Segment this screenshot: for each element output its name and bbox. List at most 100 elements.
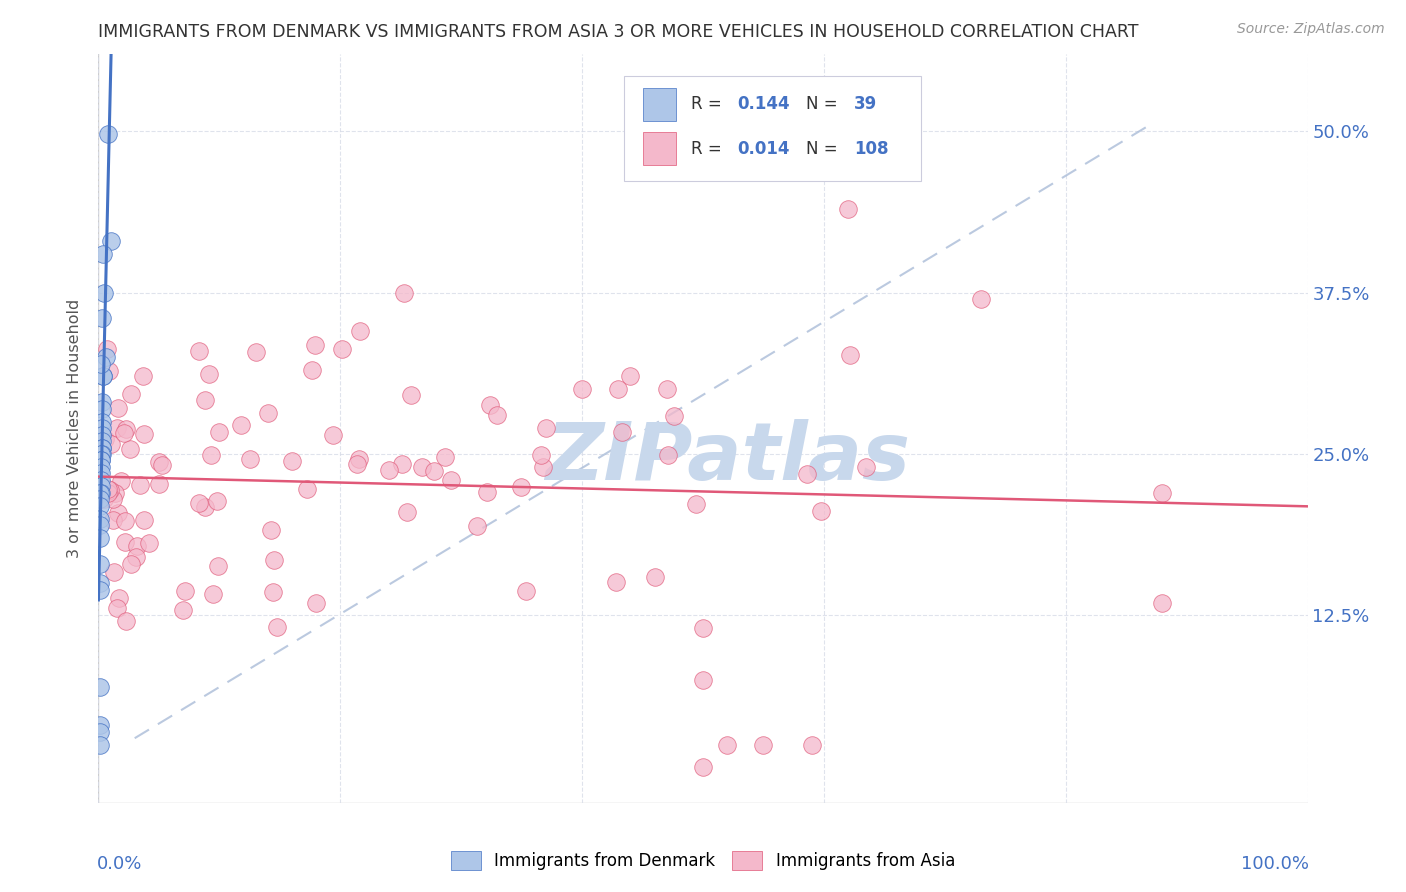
Point (89, 485, 111, 500)
Point (346, 457, 368, 471)
Point (1152, 485, 1174, 500)
Point (330, 343, 353, 357)
Text: ZIPatlas: ZIPatlas (544, 419, 910, 497)
Point (89, 531, 111, 545)
Point (89, 518, 111, 533)
Point (89, 499, 111, 513)
Point (90, 479, 112, 493)
Text: R =: R = (690, 140, 727, 158)
Point (91, 415, 114, 429)
Point (90, 447, 112, 461)
Text: N =: N = (806, 95, 842, 113)
Point (262, 585, 284, 599)
Point (263, 552, 285, 566)
Point (607, 383, 630, 397)
Point (391, 457, 413, 471)
Point (229, 417, 252, 432)
Point (266, 620, 288, 634)
FancyBboxPatch shape (643, 87, 676, 120)
Point (411, 460, 433, 475)
Point (970, 292, 993, 306)
Point (838, 348, 860, 362)
Point (90, 459, 112, 474)
Point (515, 584, 537, 599)
Point (91, 434, 114, 448)
Point (610, 425, 633, 440)
Point (194, 500, 217, 515)
Point (91, 441, 114, 455)
Point (107, 506, 129, 520)
Point (110, 474, 132, 488)
Point (94, 350, 117, 364)
Point (1152, 596, 1174, 610)
Point (91, 401, 114, 416)
Point (295, 482, 318, 496)
Point (304, 338, 326, 352)
Point (91, 246, 114, 260)
Point (118, 442, 141, 456)
Point (201, 587, 224, 601)
Point (200, 448, 222, 462)
Point (198, 367, 221, 381)
Y-axis label: 3 or more Vehicles in Household: 3 or more Vehicles in Household (67, 299, 83, 558)
Point (93, 285, 115, 300)
Point (89, 492, 111, 507)
Point (205, 493, 228, 508)
Point (129, 478, 152, 492)
Point (260, 523, 283, 537)
Point (148, 477, 170, 491)
Point (800, 738, 823, 752)
Point (174, 584, 197, 599)
Point (534, 421, 557, 435)
Point (105, 421, 128, 435)
Point (305, 596, 328, 610)
Point (104, 486, 127, 500)
Point (114, 514, 136, 528)
Point (644, 570, 666, 584)
Point (301, 363, 323, 377)
Point (105, 600, 128, 615)
Point (187, 496, 209, 510)
Point (194, 392, 217, 407)
Point (89, 576, 111, 591)
Point (120, 387, 142, 401)
Point (89, 511, 111, 525)
Point (89, 582, 111, 597)
Point (101, 513, 124, 527)
Point (89, 738, 111, 752)
Point (475, 484, 498, 499)
Point (132, 427, 155, 442)
Point (281, 454, 304, 468)
Point (89, 718, 111, 732)
Point (97, 483, 120, 497)
Point (138, 536, 160, 550)
Point (239, 452, 262, 467)
Point (692, 673, 714, 687)
Point (125, 539, 148, 553)
Point (605, 575, 627, 590)
Point (114, 614, 136, 628)
Point (112, 426, 135, 441)
Point (655, 383, 678, 397)
Text: 100.0%: 100.0% (1240, 855, 1309, 873)
Point (89, 724, 111, 739)
Point (188, 343, 211, 358)
Point (207, 558, 229, 573)
Point (465, 519, 488, 533)
Point (89, 680, 111, 694)
Point (93, 491, 115, 506)
FancyBboxPatch shape (643, 133, 676, 165)
Point (114, 422, 136, 436)
Point (530, 449, 553, 463)
Point (349, 324, 371, 338)
Text: Source: ZipAtlas.com: Source: ZipAtlas.com (1237, 22, 1385, 37)
Point (434, 450, 457, 464)
Point (96, 342, 118, 356)
Point (125, 550, 148, 565)
Point (114, 535, 136, 549)
Point (571, 383, 593, 397)
Point (378, 463, 401, 477)
Point (322, 428, 344, 442)
Point (837, 202, 859, 216)
Point (91, 311, 114, 326)
